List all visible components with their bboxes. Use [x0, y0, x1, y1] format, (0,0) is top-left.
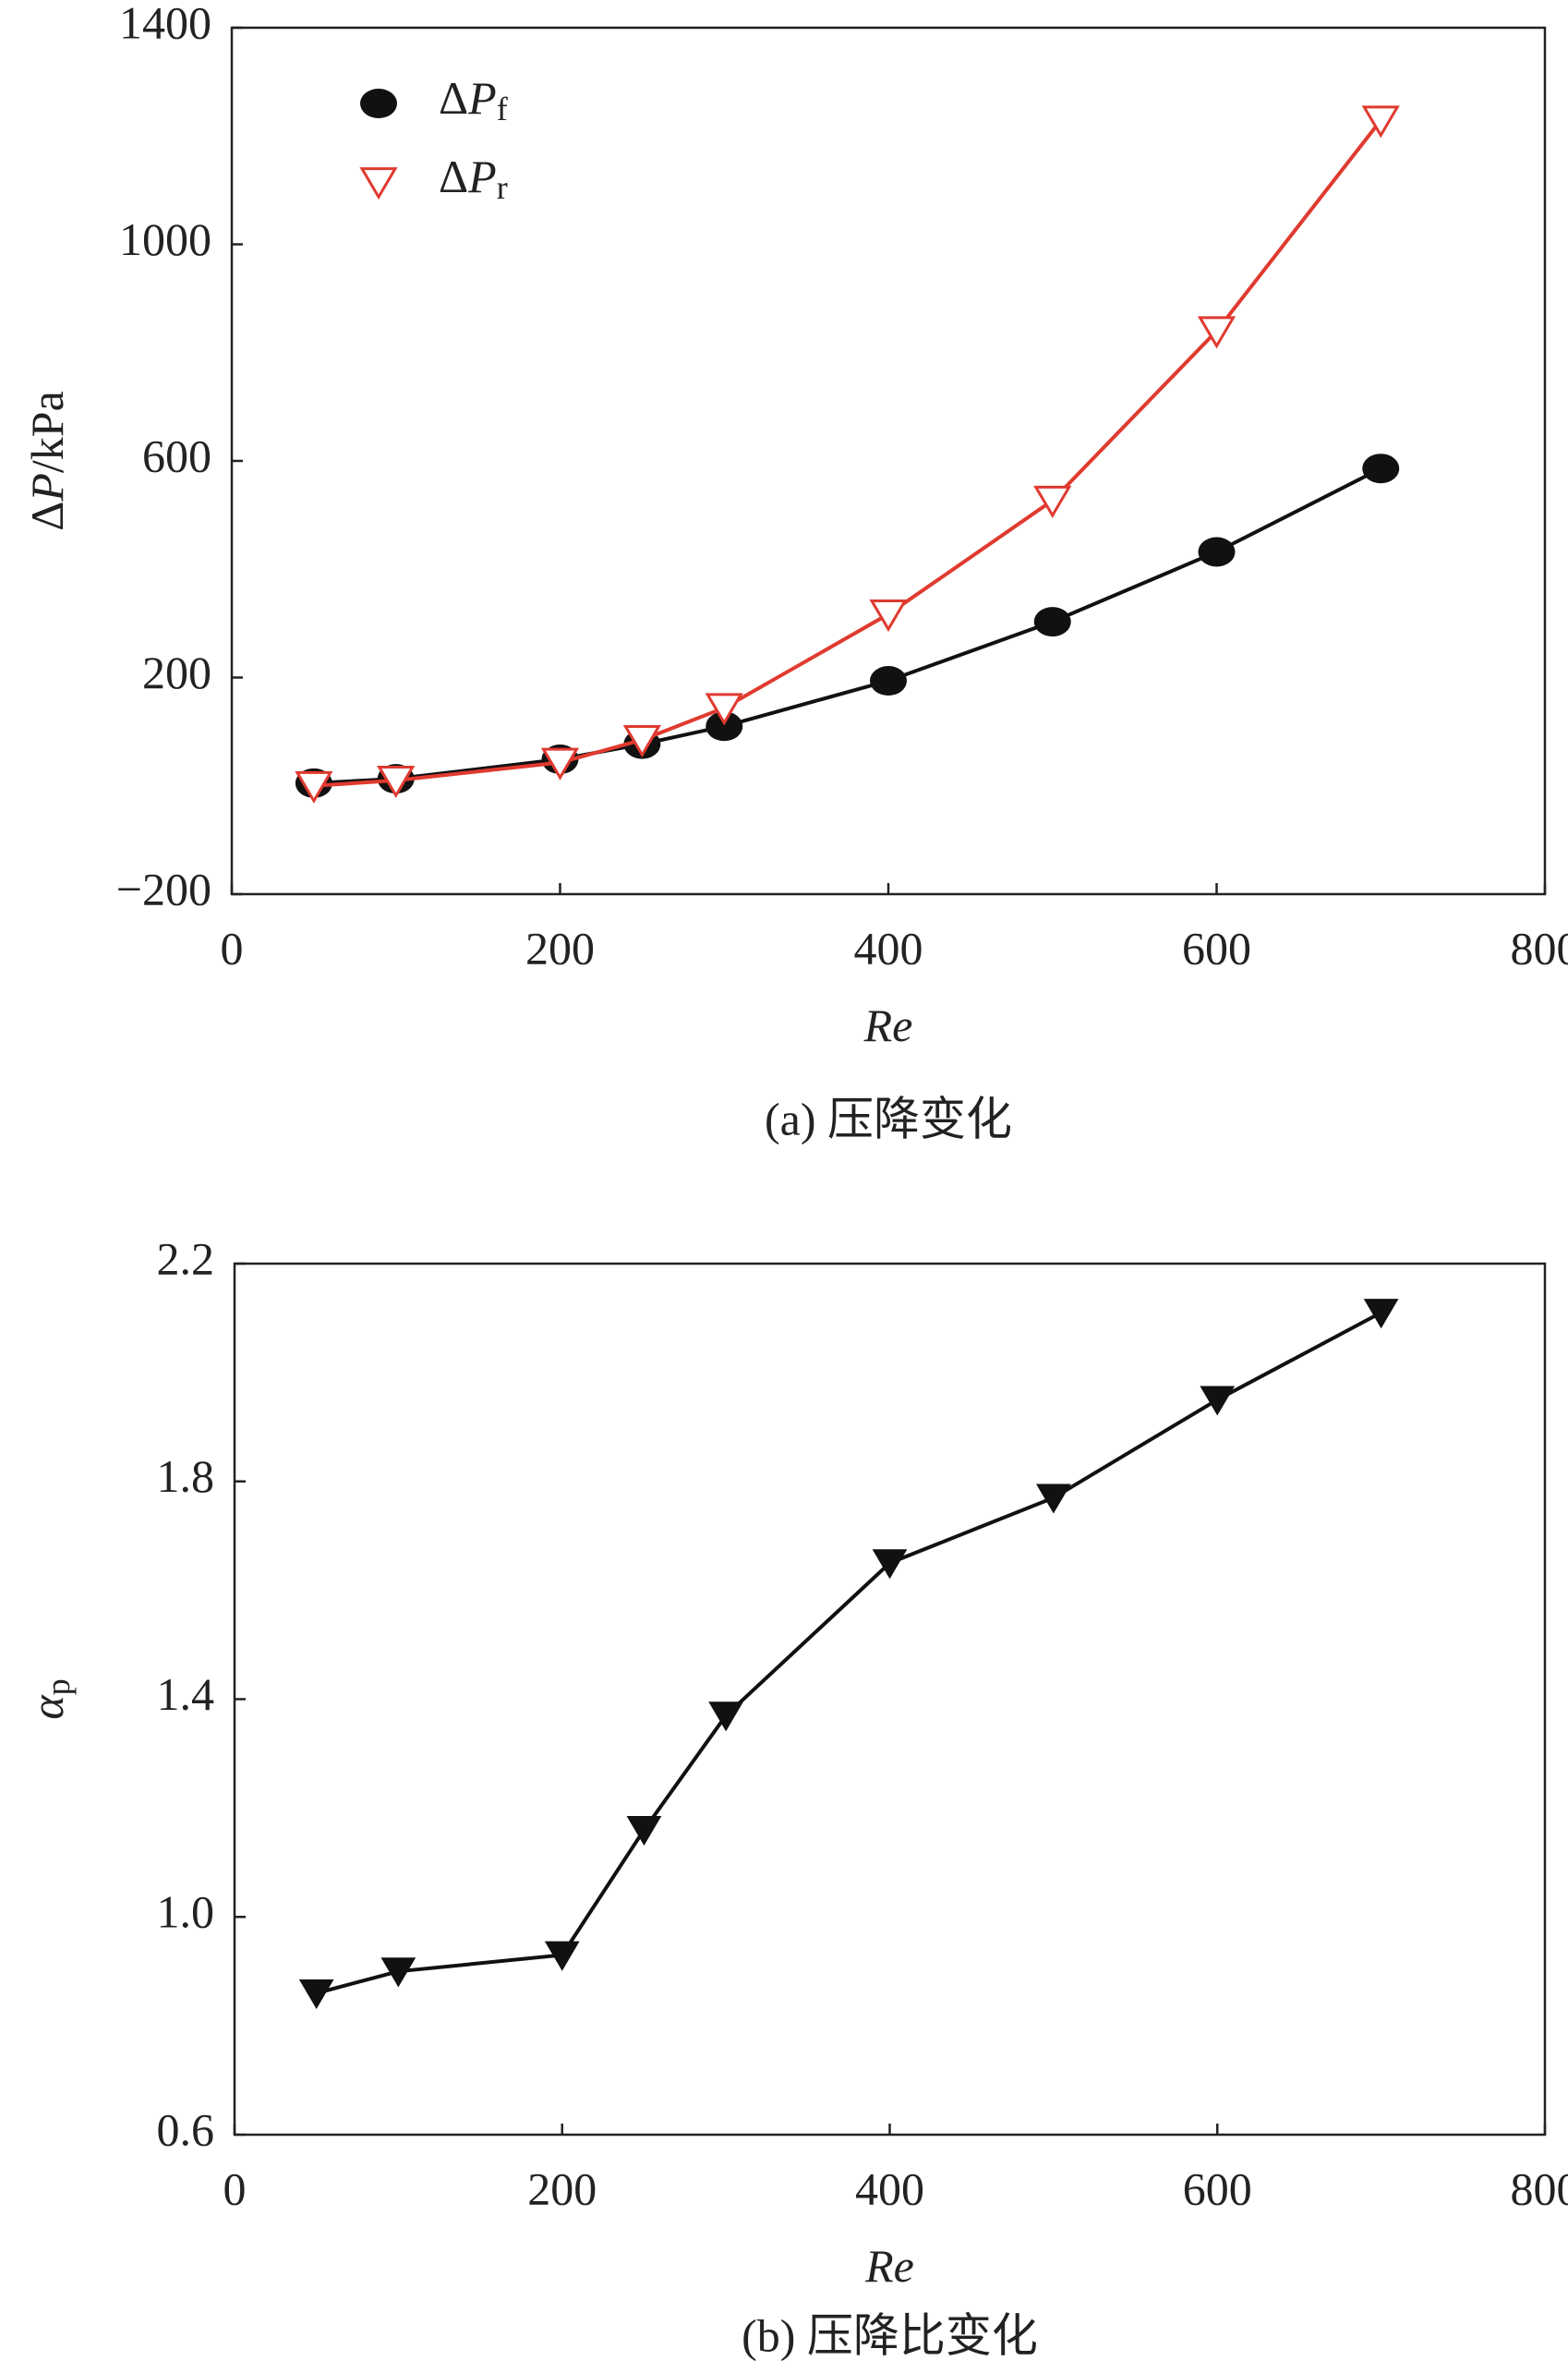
marker [544, 1941, 580, 1971]
legend-label: ΔPr [439, 151, 508, 206]
marker [295, 770, 333, 804]
x-axis-label: Re [863, 999, 913, 1051]
marker [1200, 1386, 1236, 1416]
marker [1197, 316, 1236, 349]
series-line [316, 1311, 1382, 1995]
x-tick-label: 0 [221, 922, 244, 974]
x-tick-label: 800 [1511, 2162, 1568, 2214]
y-axis-label: αp [21, 1678, 77, 1719]
y-tick-label: 1400 [119, 0, 211, 48]
marker [869, 599, 908, 633]
marker [1361, 105, 1400, 139]
marker [706, 711, 743, 742]
marker [540, 747, 580, 781]
plot-frame [233, 1262, 1547, 2137]
marker [705, 693, 743, 726]
x-axis-label: Re [864, 2240, 914, 2292]
y-tick-label: 1.8 [157, 1450, 215, 1502]
x-tick-label: 400 [855, 2162, 924, 2214]
marker [870, 666, 907, 696]
y-tick-label: 1000 [119, 213, 211, 265]
marker [1363, 1299, 1399, 1329]
marker [1362, 454, 1400, 484]
plot-frame [230, 26, 1547, 896]
x-tick-label: 600 [1183, 2162, 1252, 2214]
x-tick-label: 800 [1511, 922, 1568, 974]
y-tick-label: 600 [142, 430, 211, 481]
marker [380, 1957, 416, 1988]
marker [1033, 485, 1072, 518]
y-tick-label: 1.4 [157, 1668, 215, 1720]
caption: (a) 压降变化 [765, 1093, 1012, 1144]
x-tick-label: 200 [527, 2162, 597, 2214]
series-line [313, 119, 1382, 788]
marker [1036, 1483, 1071, 1514]
x-tick-label: 400 [854, 922, 923, 974]
series-line [313, 466, 1382, 785]
legend-marker [360, 89, 397, 118]
marker [1033, 607, 1071, 637]
marker [622, 725, 661, 758]
y-axis-label: ΔP/kPa [21, 391, 73, 531]
marker [626, 1816, 662, 1846]
marker [708, 1701, 743, 1732]
y-tick-label: −200 [116, 863, 211, 914]
y-tick-label: 1.0 [157, 1886, 215, 1938]
caption: (b) 压降比变化 [742, 2309, 1038, 2361]
x-tick-label: 600 [1182, 922, 1251, 974]
y-tick-label: 200 [142, 647, 211, 698]
marker [1198, 537, 1236, 567]
x-tick-label: 0 [223, 2162, 247, 2214]
legend-label: ΔPf [439, 72, 508, 127]
marker [872, 1549, 908, 1580]
y-tick-label: 0.6 [157, 2103, 215, 2155]
legend-marker [359, 167, 398, 200]
x-tick-label: 200 [525, 922, 595, 974]
marker [298, 1979, 334, 2009]
y-tick-label: 2.2 [157, 1232, 215, 1284]
marker [377, 765, 416, 799]
